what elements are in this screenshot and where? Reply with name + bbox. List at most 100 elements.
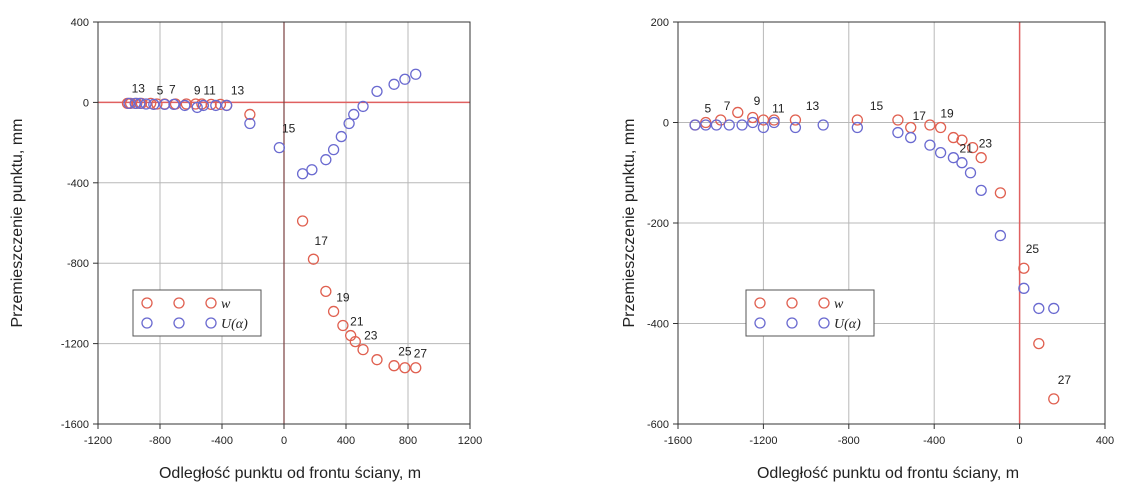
data-point-w [320,285,332,297]
data-point-u [306,164,318,176]
data-point-u [296,168,309,180]
legend-label: w [834,297,844,312]
point-label: 5 [705,101,712,115]
data-point-w [327,305,340,318]
data-point-w [905,121,917,134]
point-label: 9 [194,83,201,97]
data-point-u [947,152,960,164]
data-point-u [768,116,780,129]
data-point-u [700,119,712,131]
data-point-u [320,154,332,166]
data-point-u [335,130,348,143]
data-point-u [994,229,1007,242]
legend-label: U(α) [221,317,248,332]
data-point-u [410,68,422,80]
data-point-u [273,141,286,154]
point-label: 13 [132,81,146,95]
data-point-u [851,121,863,134]
data-point-w [966,141,979,154]
data-point-w [307,253,320,265]
data-point-w [388,360,400,372]
data-point-u [148,98,160,111]
legend-marker [173,317,185,329]
data-point-w [934,121,947,134]
legend-marker [754,317,766,329]
data-point-w [975,152,987,164]
x-tick-label: -800 [838,435,860,447]
x-tick-label: -1200 [84,435,112,447]
point-label: 9 [754,94,761,108]
legend-marker [818,317,830,329]
data-point-u [747,116,759,129]
data-point-u [191,101,203,114]
legend-marker [173,297,185,309]
data-point-w [399,362,411,374]
point-label: 27 [414,347,428,361]
data-point-u [343,117,355,130]
data-point-u [357,100,369,113]
point-label: 11 [203,83,216,97]
data-point-u [789,121,802,134]
data-point-w [214,98,227,111]
data-point-w [1018,262,1030,274]
data-point-u [388,78,400,90]
data-point-u [220,99,233,112]
point-label: 23 [364,329,378,343]
data-point-u [964,167,977,179]
x-tick-label: -400 [211,435,233,447]
data-point-w [956,134,968,146]
point-label: 25 [398,345,412,359]
point-label: 17 [913,109,927,123]
data-point-w [337,319,349,332]
y-tick-label: 0 [663,118,669,130]
point-label: 5 [157,83,164,97]
data-point-u [399,73,411,85]
data-point-w [180,98,193,110]
y-tick-label: -400 [67,178,89,190]
x-axis-label: Odległość punktu od frontu ściany, m [159,465,421,482]
data-point-w [747,111,759,124]
x-tick-label: -1600 [664,435,692,447]
legend-box [745,289,875,337]
y-axis-label: Przemieszczenie punktu, mm [621,119,638,328]
data-point-w [357,343,369,356]
legend-marker [818,297,830,309]
legend-marker [141,297,153,309]
y-tick-label: -200 [647,218,669,230]
data-point-u [140,98,152,110]
y-axis-label: Przemieszczenie punktu, mm [9,119,26,328]
point-label: 23 [979,137,993,151]
point-label: 27 [1058,373,1072,387]
data-point-w [349,335,361,348]
point-label: 13 [231,83,245,97]
data-point-w [1048,393,1060,405]
x-tick-label: -1200 [749,435,777,447]
point-label: 15 [870,99,884,113]
x-tick-label: -400 [923,435,945,447]
x-tick-label: 400 [337,435,355,447]
data-point-u [1033,302,1045,315]
x-axis-label: Odległość punktu od frontu ściany, m [757,465,1019,482]
point-label: 19 [940,106,954,120]
data-point-w [205,98,217,111]
data-point-u [817,119,829,131]
legend-label: U(α) [834,317,861,332]
data-point-w [851,114,863,126]
data-point-u [723,119,735,131]
data-point-w [757,114,770,126]
y-tick-label: 400 [71,17,89,29]
x-tick-label: 1200 [458,435,482,447]
data-point-u [1018,282,1030,294]
data-point-u [689,119,701,131]
point-label: 21 [960,142,974,156]
data-point-u [134,97,146,110]
data-point-u [892,126,904,139]
x-tick-label: 0 [1017,435,1023,447]
point-label: 7 [724,99,731,113]
data-point-w [296,215,309,227]
chart-left: -1200 -800 -400 0 400 800 1200 400 0 -400 -800 -120… [9,17,482,482]
point-label: 15 [282,122,296,136]
point-label: 19 [336,290,350,304]
x-tick-label: 800 [399,435,417,447]
